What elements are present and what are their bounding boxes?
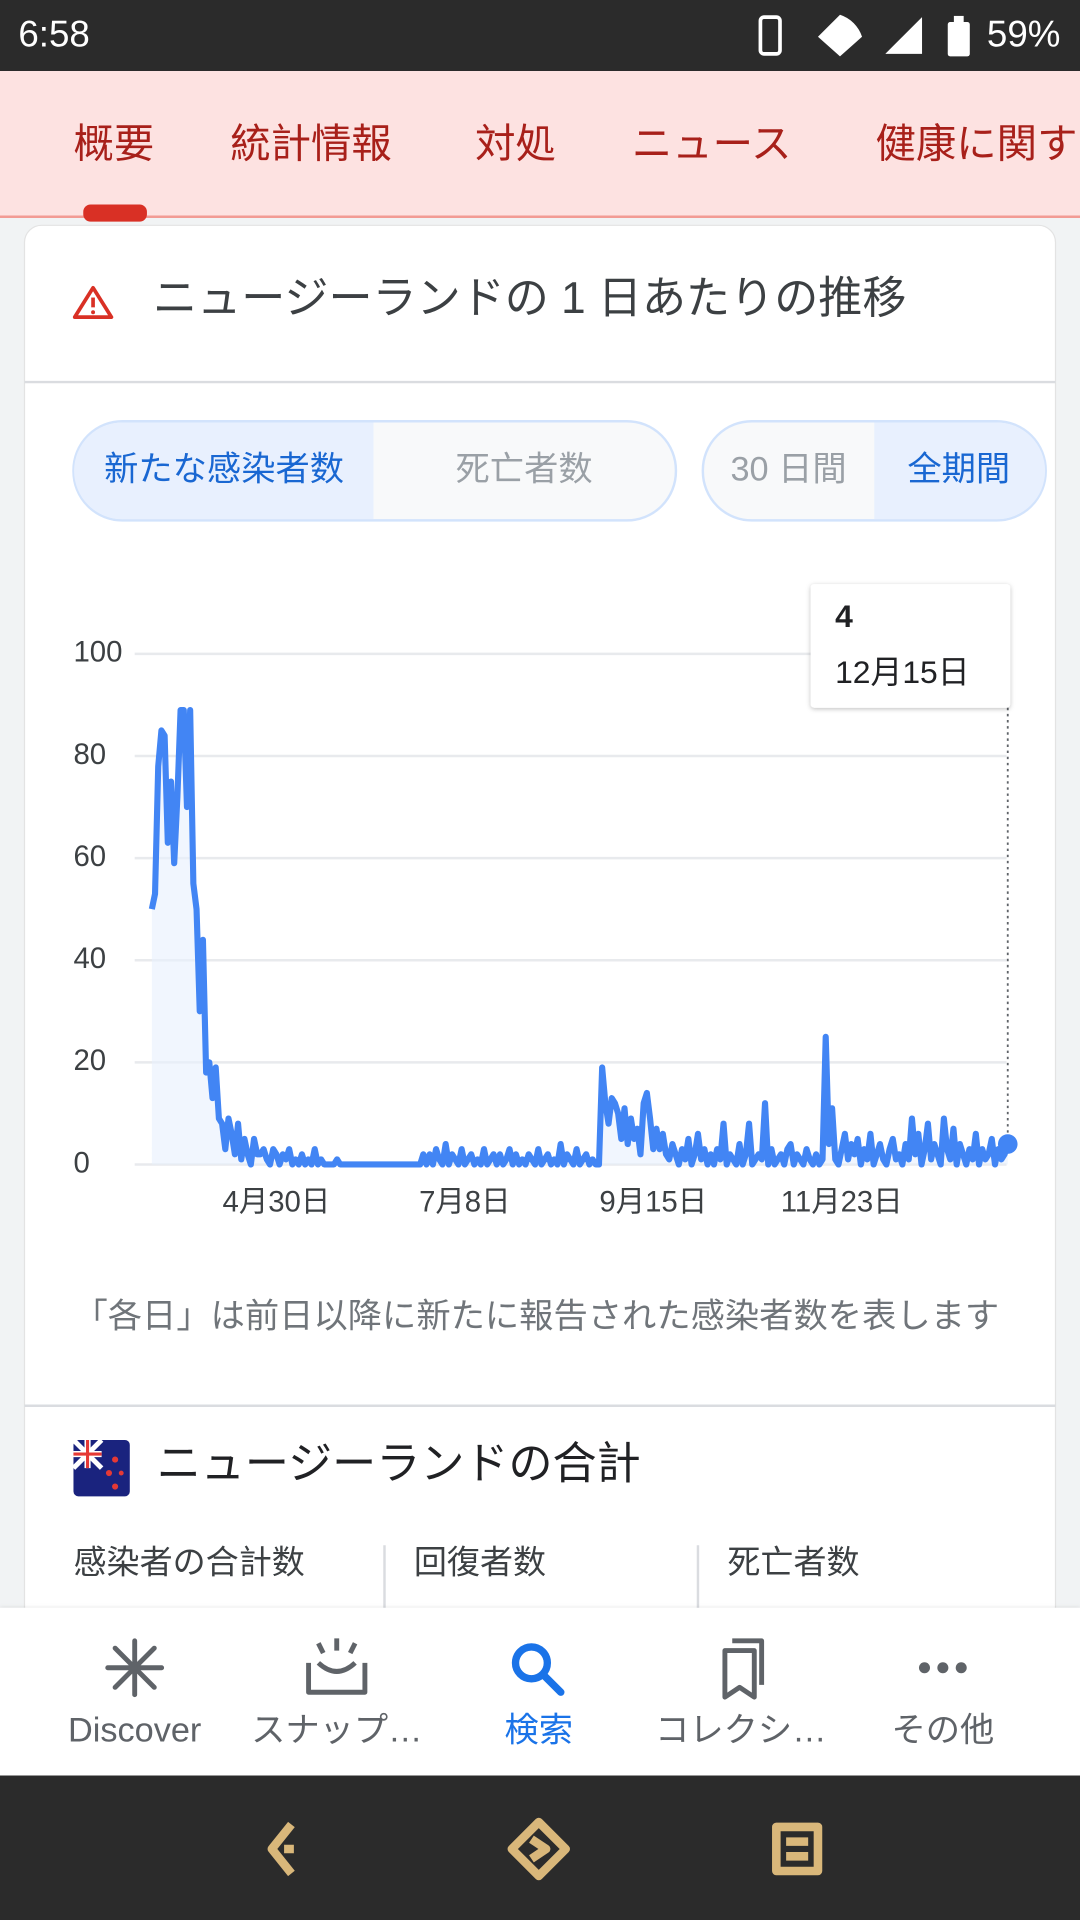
tooltip-value: 4 bbox=[835, 598, 853, 634]
nav-label[interactable]: コレクシ… bbox=[655, 1712, 826, 1750]
x-tick-label: 11月23日 bbox=[781, 1185, 903, 1218]
toggle-option[interactable]: 全期間 bbox=[907, 450, 1010, 488]
y-tick-label: 0 bbox=[73, 1146, 89, 1179]
totals-label: 死亡者数 bbox=[727, 1545, 859, 1582]
x-tick-label: 9月15日 bbox=[599, 1185, 707, 1218]
y-tick-label: 40 bbox=[73, 942, 106, 975]
totals-label: 回復者数 bbox=[414, 1545, 546, 1582]
card-title: ニュージーランドの 1 日あたりの推移 bbox=[153, 274, 906, 323]
tab[interactable]: 統計情報 bbox=[230, 121, 392, 167]
tab[interactable]: 対処 bbox=[475, 121, 556, 167]
nz-flag bbox=[71, 1438, 130, 1497]
hover-dot bbox=[997, 1134, 1018, 1154]
y-tick-label: 60 bbox=[73, 840, 106, 873]
more-icon bbox=[918, 1662, 967, 1674]
battery: 59% bbox=[987, 13, 1061, 54]
note: 「各日」は前日以降に新たに報告された感染者数を表します bbox=[73, 1296, 1000, 1335]
nav-label[interactable]: 検索 bbox=[505, 1712, 574, 1750]
nav-label[interactable]: Discover bbox=[68, 1712, 201, 1750]
totals-label: 感染者の合計数 bbox=[73, 1545, 304, 1582]
toggle-option[interactable]: 死亡者数 bbox=[456, 450, 593, 488]
discover-icon bbox=[105, 1638, 165, 1698]
bottom-nav bbox=[0, 1607, 1080, 1776]
tab-indicator bbox=[83, 204, 147, 222]
metric-toggle: 新たな感染者数 死亡者数 bbox=[72, 420, 678, 522]
warning-icon bbox=[72, 285, 114, 319]
y-tick-label: 80 bbox=[73, 738, 106, 771]
system-buttons[interactable] bbox=[267, 1817, 823, 1881]
tab-bar bbox=[0, 71, 1080, 218]
tab[interactable]: 概要 bbox=[73, 121, 154, 167]
range-toggle: 30 日間 全期間 bbox=[701, 420, 1047, 522]
toggle-option[interactable]: 30 日間 bbox=[730, 450, 846, 488]
x-tick-label: 7月8日 bbox=[419, 1185, 510, 1218]
data-line bbox=[148, 706, 1011, 1168]
tab[interactable]: ニュース bbox=[632, 121, 792, 167]
collections-icon bbox=[722, 1638, 765, 1700]
chart: 0 20 40 60 80 100 4月30日 7月8日 9月15日 11月23日 4 12月15日 bbox=[73, 584, 1018, 1218]
search-icon bbox=[511, 1643, 565, 1696]
tooltip bbox=[810, 584, 1011, 708]
y-tick-label: 20 bbox=[73, 1044, 106, 1077]
totals-title: ニュージーランドの合計 bbox=[157, 1440, 641, 1489]
nav-label[interactable]: スナップ… bbox=[251, 1712, 422, 1750]
y-tick-label: 100 bbox=[73, 636, 122, 669]
status-bar bbox=[0, 0, 1080, 72]
snapshot-icon bbox=[306, 1638, 368, 1695]
x-tick-label: 4月30日 bbox=[223, 1185, 331, 1218]
nav-label[interactable]: その他 bbox=[891, 1712, 994, 1750]
tab[interactable]: 健康に関す bbox=[876, 121, 1078, 167]
status-icons bbox=[758, 14, 970, 57]
clock: 6:58 bbox=[18, 13, 89, 54]
note-box: 「各日」は前日以降に新たに報告された感染者数を表します bbox=[73, 1296, 1000, 1335]
toggle-option[interactable]: 新たな感染者数 bbox=[104, 450, 344, 488]
tooltip-date: 12月15日 bbox=[835, 654, 969, 690]
